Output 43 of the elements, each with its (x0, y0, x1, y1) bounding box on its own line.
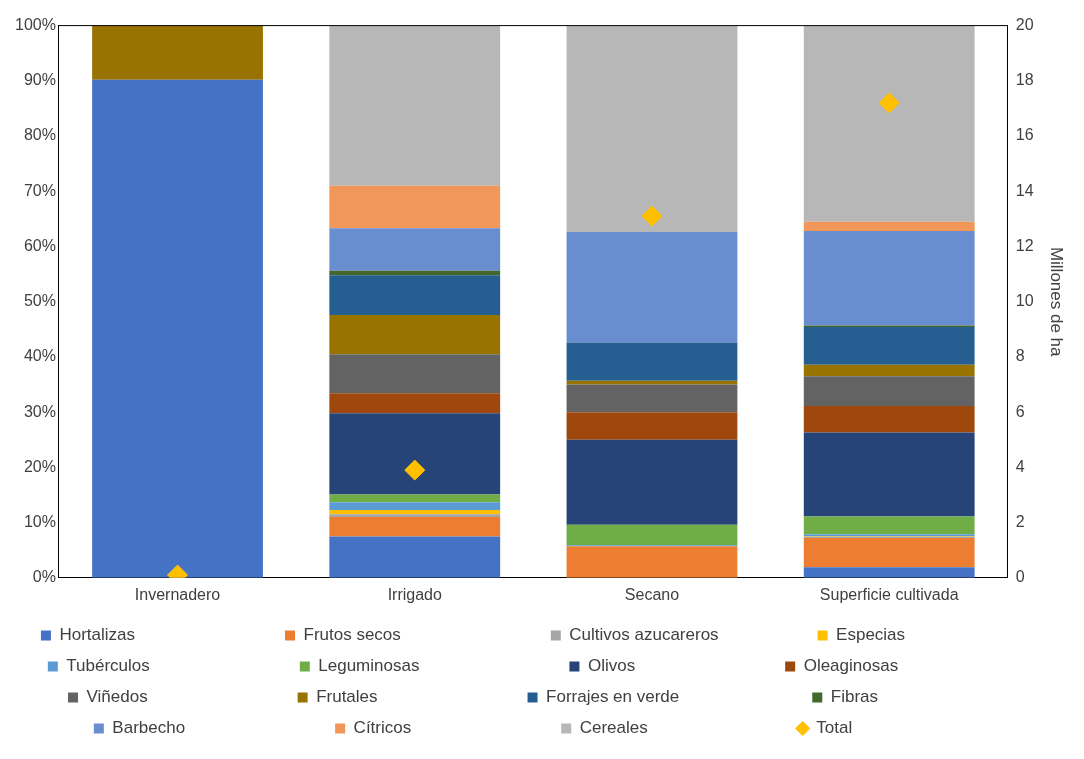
legend-label: Frutales (316, 687, 514, 707)
legend-label: Forrajes en verde (546, 687, 799, 707)
y2-tick-label: 12 (1015, 236, 1034, 254)
legend-label: Olivos (587, 656, 772, 676)
legend-label: Cítricos (353, 718, 548, 738)
y-tick-label: 90% (23, 71, 56, 89)
y2-tick-label: 20 (1015, 16, 1034, 34)
y2-axis-title: Millones de ha (1047, 246, 1067, 358)
legend-label: Barbecho (112, 718, 322, 738)
y-tick-label: 10% (23, 512, 56, 530)
legend-label: Leguminosas (318, 656, 556, 676)
legend-label: Oleaginosas (803, 656, 1035, 676)
legend-label: Viñedos (86, 687, 284, 707)
y-tick-label: 30% (23, 402, 56, 420)
y2-tick-label: 8 (1015, 347, 1025, 365)
legend-label: Especias (836, 625, 1042, 645)
legend-label: Tubérculos (66, 656, 286, 676)
x-tick-label: Invernadero (134, 585, 221, 603)
y2-tick-label: 18 (1015, 71, 1034, 89)
y-tick-label: 50% (23, 292, 56, 310)
y2-tick-label: 16 (1015, 126, 1034, 144)
legend-label: Hortalizas (59, 625, 272, 645)
x-tick-label: Secano (624, 585, 680, 603)
legend-label: Total (816, 718, 989, 738)
y-tick-label: 40% (23, 347, 56, 365)
y-tick-label: 0% (32, 568, 56, 586)
y2-tick-label: 0 (1015, 568, 1025, 586)
y2-tick-label: 4 (1015, 457, 1025, 475)
x-tick-label: Superficie cultivada (819, 585, 959, 603)
legend-label: Fibras (830, 687, 1014, 707)
y-tick-label: 70% (23, 181, 56, 199)
y-tick-label: 100% (15, 16, 56, 34)
legend-label: Cereales (579, 718, 784, 738)
y-tick-label: 60% (23, 236, 56, 254)
y-tick-label: 80% (23, 126, 56, 144)
x-tick-label: Irrigado (387, 585, 442, 603)
y-tick-label: 20% (23, 457, 56, 475)
legend-label: Cultivos azucareros (569, 625, 804, 645)
y2-tick-label: 2 (1015, 512, 1025, 530)
y2-tick-label: 14 (1015, 181, 1034, 199)
y2-tick-label: 6 (1015, 402, 1025, 420)
y2-tick-label: 10 (1015, 292, 1034, 310)
legend-label: Frutos secos (303, 625, 537, 645)
